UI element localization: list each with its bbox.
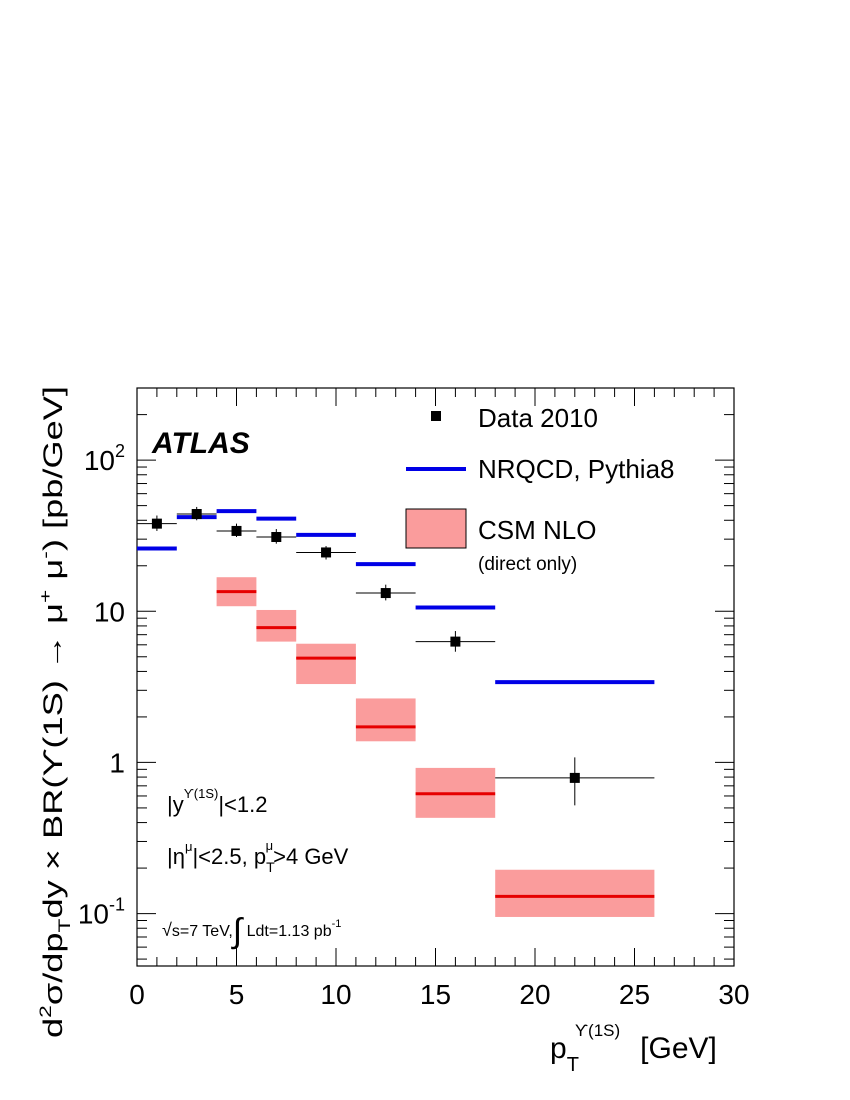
eta-sup2: μ [266, 838, 274, 853]
y-title-p3: dy × BR(ϒ(1S) → μ [38, 603, 68, 919]
y-tick-label-base-3: 10 [84, 445, 115, 476]
lumi-integral: ∫ [231, 912, 244, 950]
data-marker-0 [151, 518, 162, 529]
lumi-s: s=7 TeV, [172, 923, 233, 940]
x-tick-label-25: 25 [619, 979, 650, 1010]
y-title-p4sup: - [36, 551, 55, 559]
eta-sup1: μ [185, 839, 193, 854]
y-tick-label-3: 102 [84, 441, 125, 476]
rapidity-a: |y [167, 792, 184, 817]
x-tick-labels: 0 5 10 15 20 25 30 [129, 979, 749, 1010]
x-title-unit: [GeV] [640, 1032, 717, 1065]
y-title-p5: ) [pb/GeV] [38, 386, 68, 551]
data-2010-series [137, 506, 655, 806]
x-title-sup: ϒ(1S) [575, 1021, 620, 1040]
eta-cut-annotation: |ημ|<2.5, pTμ>4 GeV [167, 838, 349, 875]
eta-b: |<2.5, p [192, 844, 266, 869]
data-marker-2 [231, 525, 242, 536]
y-title-p2sub: T [55, 918, 74, 932]
x-axis-title: pT ϒ(1S) [GeV] [550, 1021, 717, 1076]
csm-nlo-series [216, 577, 655, 917]
data-point-2 [216, 523, 257, 538]
data-point-4 [296, 546, 356, 560]
y-title-p1sup: 2 [36, 1005, 55, 1018]
legend: Data 2010 NRQCD, Pythia8 CSM NLO (direct… [405, 403, 675, 575]
data-marker-4 [321, 547, 332, 558]
x-tick-label-15: 15 [420, 979, 451, 1010]
eta-c: >4 GeV [273, 844, 349, 869]
x-tick-label-30: 30 [718, 979, 749, 1010]
data-marker-3 [271, 532, 282, 543]
x-tick-label-20: 20 [519, 979, 550, 1010]
data-marker-6 [450, 636, 461, 647]
data-point-3 [256, 529, 297, 544]
legend-box-csm [405, 508, 467, 549]
y-title-p3sup: + [36, 590, 55, 603]
nrqcd-series [137, 509, 655, 685]
legend-label-data: Data 2010 [478, 403, 598, 433]
y-tick-label-2: 10 [94, 596, 125, 627]
legend-marker-data [431, 411, 441, 421]
y-tick-label-0: 10-1 [78, 895, 125, 930]
y-title-p1: d [38, 1018, 68, 1038]
data-point-5 [355, 584, 416, 601]
rapidity-cut-annotation: |yϒ(1S)|<1.2 [167, 786, 267, 817]
rapidity-b: |<1.2 [218, 792, 267, 817]
x-title-main: p [550, 1032, 567, 1065]
legend-sublabel-csm: (direct only) [478, 554, 577, 575]
x-tick-label-5: 5 [229, 979, 245, 1010]
axis-ticks [136, 387, 735, 966]
x-title-sub: T [567, 1054, 579, 1076]
y-tick-label-1: 1 [109, 747, 125, 778]
luminosity-annotation: √s=7 TeV,∫ Ldt=1.13 pb-1 [162, 912, 341, 950]
y-tick-label-exp-0: -1 [109, 895, 125, 915]
csm-band-2 [296, 643, 356, 685]
lumi-sqrt: √ [162, 920, 172, 940]
data-point-7 [495, 757, 655, 806]
data-point-6 [415, 631, 496, 652]
y-tick-label-base-1: 1 [109, 747, 125, 778]
y-tick-label-base-0: 10 [78, 899, 109, 930]
csm-band-1 [256, 609, 297, 642]
data-marker-1 [191, 509, 202, 520]
y-title-p4: μ [38, 559, 68, 590]
x-tick-label-10: 10 [320, 979, 351, 1010]
legend-label-nrqcd: NRQCD, Pythia8 [478, 454, 675, 484]
y-axis-title: d2σ/dpTdy × BR(ϒ(1S) → μ+ μ-) [pb/GeV] [36, 386, 74, 1038]
data-point-0 [137, 515, 177, 531]
csm-band-5 [495, 869, 655, 917]
lumi-b: Ldt=1.13 pb [242, 923, 332, 940]
data-marker-5 [380, 588, 391, 599]
rapidity-sup: ϒ(1S) [184, 786, 219, 801]
eta-sub: T [266, 859, 275, 875]
legend-label-csm: CSM NLO [478, 515, 596, 545]
y-tick-label-base-2: 10 [94, 596, 125, 627]
data-point-1 [176, 506, 217, 521]
x-tick-label-0: 0 [129, 979, 145, 1010]
eta-a: |η [167, 844, 185, 869]
lumi-sup: -1 [332, 918, 342, 930]
csm-band-3 [355, 698, 416, 742]
experiment-label: ATLAS [151, 427, 250, 460]
y-tick-label-exp-3: 2 [115, 441, 125, 461]
y-title-p2: σ/dp [38, 932, 68, 1005]
data-marker-7 [569, 772, 580, 783]
